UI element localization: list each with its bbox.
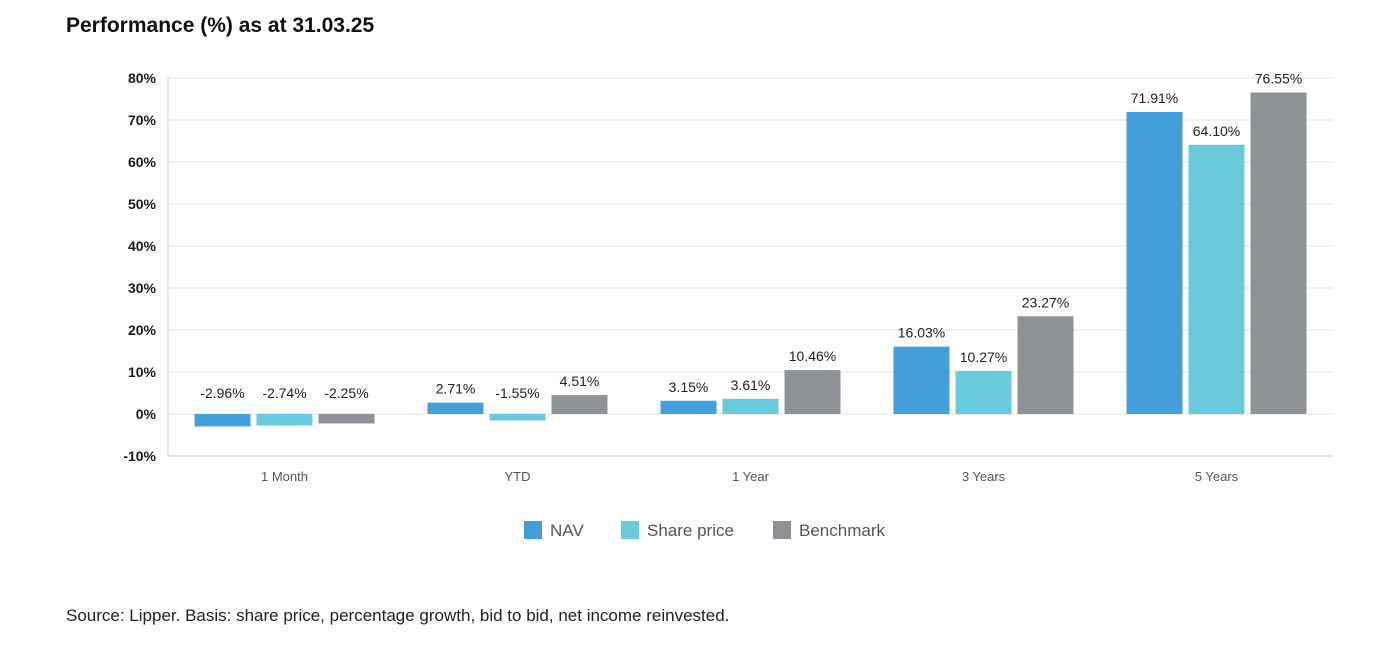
x-tick-label: 5 Years <box>1195 469 1239 484</box>
data-label: 3.15% <box>669 379 709 395</box>
y-axis: 80% 70% 60% 50% 40% 30% 20% 10% 0% -10% <box>123 70 169 464</box>
legend-label: Benchmark <box>799 521 885 540</box>
bar-benchmark <box>1017 316 1074 414</box>
x-tick-label: 1 Year <box>732 469 770 484</box>
y-tick-label: 80% <box>128 70 157 86</box>
legend-swatch-nav <box>524 521 542 539</box>
y-tick-label: 70% <box>128 112 157 128</box>
bar-share-price <box>955 370 1012 414</box>
data-label: 23.27% <box>1022 294 1069 310</box>
data-label: -2.96% <box>200 385 244 401</box>
bar-benchmark <box>318 414 375 424</box>
y-tick-label: 50% <box>128 196 157 212</box>
data-label: 10.27% <box>960 349 1007 365</box>
data-labels: -2.96% -2.74% -2.25% 2.71% -1.55% 4.51% 3.15% 3… <box>200 70 1302 401</box>
bar-nav <box>427 402 484 414</box>
x-tick-label: 3 Years <box>962 469 1006 484</box>
legend-label: NAV <box>550 521 584 540</box>
legend-label: Share price <box>647 521 734 540</box>
data-label: 3.61% <box>731 377 771 393</box>
bar-benchmark <box>1250 92 1307 415</box>
data-label: -1.55% <box>495 385 539 401</box>
data-label: 64.10% <box>1193 123 1240 139</box>
performance-bar-chart: 80%70%60%50%40%30%20%10%0%-10% -2.96% -2.… <box>123 70 1333 540</box>
data-label: 2.71% <box>436 381 476 397</box>
x-tick-label: YTD <box>505 469 531 484</box>
bars <box>194 92 1307 427</box>
x-tick-label: 1 Month <box>261 469 308 484</box>
legend-swatch-share-price <box>621 521 639 539</box>
data-label: 10.46% <box>789 348 836 364</box>
data-label: 71.91% <box>1131 90 1178 106</box>
y-tick-label: -10% <box>123 448 156 464</box>
bar-share-price <box>722 398 779 414</box>
chart-title: Performance (%) as at 31.03.25 <box>66 14 375 37</box>
data-label: -2.74% <box>262 385 306 401</box>
bar-nav <box>1126 111 1183 414</box>
data-label: -2.25% <box>324 385 368 401</box>
bar-share-price <box>489 414 546 421</box>
legend-swatch-benchmark <box>773 521 791 539</box>
data-label: 16.03% <box>898 325 945 341</box>
y-tick-label: 0% <box>136 406 157 422</box>
bar-nav <box>893 346 950 414</box>
source-note: Source: Lipper. Basis: share price, perc… <box>66 606 730 625</box>
bar-benchmark <box>784 370 841 414</box>
data-label: 4.51% <box>560 373 600 389</box>
legend: NAV Share price Benchmark <box>524 521 885 540</box>
bar-nav <box>194 414 251 427</box>
bar-benchmark <box>551 395 608 414</box>
y-tick-label: 10% <box>128 364 157 380</box>
bar-share-price <box>1188 144 1245 414</box>
x-axis: 1 Month YTD 1 Year 3 Years 5 Years <box>168 455 1333 484</box>
y-tick-label: 60% <box>128 154 157 170</box>
y-tick-label: 40% <box>128 238 157 254</box>
data-label: 76.55% <box>1255 70 1302 86</box>
bar-share-price <box>256 414 313 426</box>
bar-nav <box>660 400 717 414</box>
y-tick-label: 30% <box>128 280 157 296</box>
y-tick-label: 20% <box>128 322 157 338</box>
